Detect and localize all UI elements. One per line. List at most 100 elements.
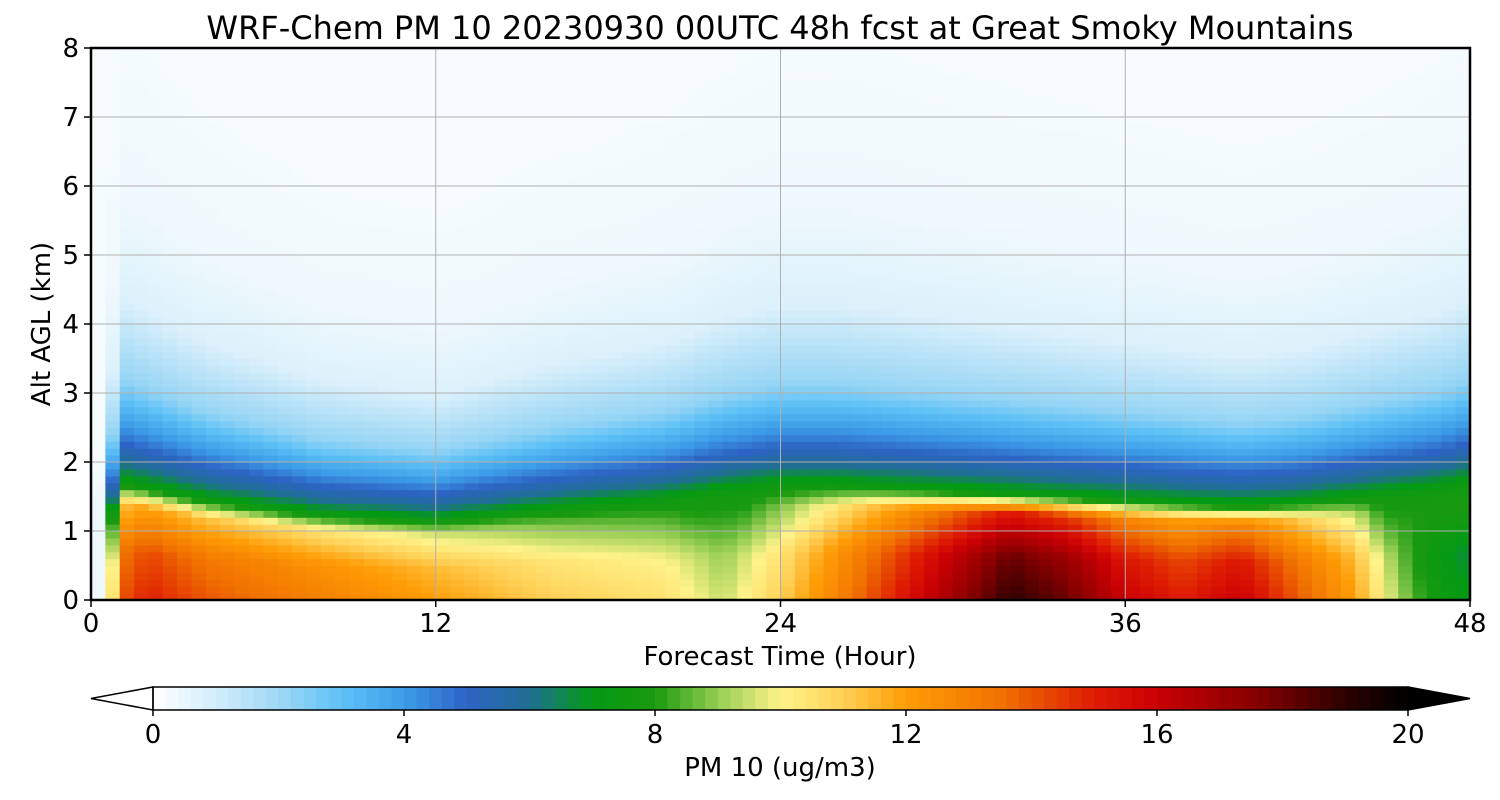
field-cell <box>191 123 207 132</box>
field-cell <box>708 579 724 587</box>
field-cell <box>162 537 178 546</box>
field-cell <box>593 544 609 553</box>
field-cell <box>421 324 437 332</box>
field-cell <box>464 330 480 339</box>
field-cell <box>723 89 738 97</box>
field-cell <box>737 406 753 415</box>
field-cell <box>306 255 322 263</box>
field-cell <box>205 117 221 125</box>
field-cell <box>162 482 178 491</box>
field-cell <box>938 358 954 366</box>
field-cell <box>536 130 552 139</box>
field-cell <box>177 158 193 166</box>
field-cell <box>335 275 351 284</box>
field-cell <box>924 248 940 256</box>
field-cell <box>723 275 738 284</box>
field-cell <box>177 310 193 318</box>
field-cell <box>780 289 796 297</box>
field-cell <box>478 144 494 153</box>
field-cell <box>895 406 911 415</box>
field-cell <box>579 241 595 249</box>
field-cell <box>550 199 566 208</box>
field-cell <box>852 68 868 77</box>
field-cell <box>134 365 150 373</box>
field-cell <box>622 427 638 435</box>
field-cell <box>895 68 911 77</box>
field-cell <box>809 130 825 139</box>
field-cell <box>435 372 451 380</box>
field-cell <box>177 337 193 346</box>
field-cell <box>148 531 164 539</box>
field-cell <box>349 61 365 70</box>
field-cell <box>981 496 997 504</box>
field-cell <box>651 586 667 594</box>
field-cell <box>335 358 351 366</box>
field-cell <box>493 96 509 104</box>
field-cell <box>565 558 580 567</box>
field-cell <box>737 462 753 470</box>
field-cell <box>263 206 279 215</box>
field-cell <box>263 482 279 491</box>
field-cell <box>134 289 150 297</box>
field-cell <box>478 337 494 346</box>
field-cell <box>766 234 782 242</box>
field-cell <box>565 110 580 118</box>
field-cell <box>119 192 135 201</box>
field-cell <box>866 117 882 125</box>
field-cell <box>306 268 322 277</box>
field-cell <box>565 144 580 153</box>
field-cell <box>694 61 710 70</box>
field-cell <box>751 399 767 408</box>
field-cell <box>608 144 624 153</box>
field-cell <box>220 151 236 159</box>
field-cell <box>263 289 279 297</box>
field-cell <box>866 531 882 539</box>
field-cell <box>478 255 494 263</box>
field-cell <box>263 75 279 84</box>
field-cell <box>335 317 351 325</box>
field-cell <box>866 303 882 311</box>
field-cell <box>220 427 236 435</box>
field-cell <box>292 344 308 353</box>
field-cell <box>507 199 523 208</box>
field-cell <box>866 468 882 477</box>
field-cell <box>579 455 595 463</box>
field-cell <box>493 427 509 435</box>
field-cell <box>608 303 624 311</box>
field-cell <box>349 310 365 318</box>
field-cell <box>794 186 810 194</box>
field-cell <box>593 434 609 442</box>
field-cell <box>593 531 609 539</box>
field-cell <box>335 586 351 594</box>
field-cell <box>507 192 523 201</box>
field-cell <box>636 213 652 222</box>
field-cell <box>349 510 365 518</box>
field-cell <box>134 399 150 408</box>
field-cell <box>148 565 164 573</box>
field-cell <box>766 365 782 373</box>
field-cell <box>91 496 106 504</box>
field-cell <box>119 386 135 394</box>
field-cell <box>464 420 480 429</box>
field-cell <box>852 551 868 560</box>
field-cell <box>809 510 825 518</box>
field-cell <box>766 296 782 304</box>
field-cell <box>881 275 897 284</box>
field-cell <box>593 358 609 366</box>
field-cell <box>191 406 207 415</box>
field-cell <box>450 289 466 297</box>
field-cell <box>809 496 825 504</box>
field-cell <box>234 192 250 201</box>
field-cell <box>766 172 782 180</box>
field-cell <box>277 199 293 208</box>
field-cell <box>536 275 552 284</box>
field-cell <box>895 54 911 63</box>
field-cell <box>751 158 767 166</box>
field-cell <box>105 213 121 222</box>
field-cell <box>263 593 279 600</box>
field-cell <box>909 54 925 63</box>
field-cell <box>823 117 839 125</box>
field-cell <box>220 165 236 173</box>
field-cell <box>249 220 264 228</box>
field-cell <box>105 317 121 325</box>
